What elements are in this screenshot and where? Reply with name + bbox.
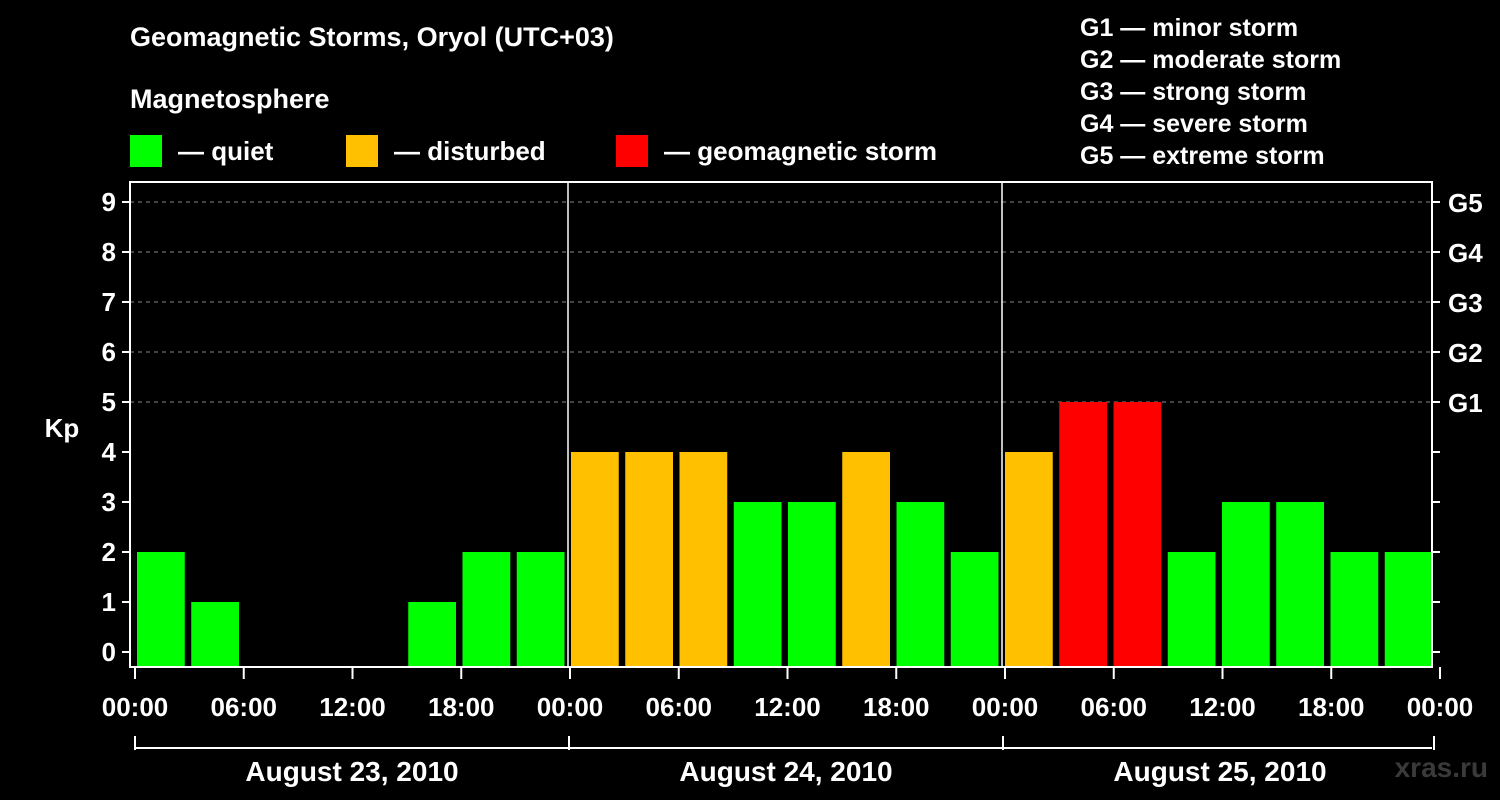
kp-bar-23	[1384, 552, 1433, 667]
storm-level-g4: G4 — severe storm	[1080, 110, 1308, 138]
x-tick-label-9: 06:00	[1081, 692, 1148, 722]
chart-title: Geomagnetic Storms, Oryol (UTC+03)	[130, 22, 614, 52]
storm-level-g1: G1 — minor storm	[1080, 14, 1299, 42]
storm-level-g2: G2 — moderate storm	[1080, 46, 1342, 74]
legend-swatch-storm	[616, 135, 648, 167]
kp-bar-6	[462, 552, 511, 667]
right-label-g3: G3	[1448, 288, 1483, 318]
x-tick-label-1: 06:00	[211, 692, 278, 722]
day-label-2: August 25, 2010	[1113, 756, 1326, 787]
x-tick-label-12: 00:00	[1407, 692, 1474, 722]
kp-bar-9	[625, 452, 673, 667]
y-tick-label-8: 8	[102, 237, 116, 267]
x-tick-label-7: 18:00	[863, 692, 930, 722]
x-tick-label-8: 00:00	[972, 692, 1039, 722]
right-label-g4: G4	[1448, 238, 1483, 268]
kp-bar-7	[516, 552, 565, 667]
legend-swatch-disturbed	[346, 135, 378, 167]
kp-bar-21	[1276, 502, 1324, 667]
kp-bar-0	[137, 552, 185, 667]
legend-label-disturbed: — disturbed	[394, 135, 546, 166]
legend-label-storm: — geomagnetic storm	[664, 135, 938, 166]
legend-label-quiet: — quiet	[178, 135, 274, 166]
plot-frame	[129, 181, 1433, 668]
kp-bar-1	[191, 602, 239, 667]
kp-bar-5	[408, 602, 456, 667]
x-tick-label-4: 00:00	[537, 692, 604, 722]
y-tick-label-0: 0	[102, 637, 116, 667]
kp-bar-10	[679, 452, 728, 667]
legend-disturbed: — disturbed	[346, 134, 546, 168]
x-tick-label-11: 18:00	[1298, 692, 1365, 722]
x-tick-label-6: 12:00	[754, 692, 821, 722]
right-label-g2: G2	[1448, 338, 1483, 368]
kp-bar-13	[842, 452, 890, 667]
right-label-g5: G5	[1448, 188, 1483, 218]
y-tick-label-4: 4	[102, 437, 117, 467]
storm-level-list: G1 — minor storm G2 — moderate storm G3 …	[1080, 12, 1341, 172]
watermark: xras.ru	[1394, 752, 1488, 783]
kp-bar-18	[1113, 402, 1162, 667]
kp-bar-17	[1059, 402, 1107, 667]
y-tick-label-1: 1	[102, 587, 116, 617]
kp-bar-14	[896, 502, 945, 667]
y-tick-label-3: 3	[102, 487, 116, 517]
right-label-g1: G1	[1448, 388, 1483, 418]
y-tick-label-9: 9	[102, 187, 116, 217]
kp-bar-8	[571, 452, 619, 667]
y-tick-label-6: 6	[102, 337, 116, 367]
kp-bar-15	[950, 552, 999, 667]
kp-bar-20	[1222, 502, 1270, 667]
legend-swatch-quiet	[130, 135, 162, 167]
x-tick-label-10: 12:00	[1189, 692, 1256, 722]
y-axis-label: Kp	[45, 413, 80, 443]
x-tick-label-5: 06:00	[646, 692, 713, 722]
x-tick-label-3: 18:00	[428, 692, 495, 722]
kp-bar-22	[1330, 552, 1379, 667]
y-tick-label-2: 2	[102, 537, 116, 567]
legend-storm: — geomagnetic storm	[616, 134, 937, 168]
kp-bar-12	[788, 502, 836, 667]
y-tick-label-7: 7	[102, 287, 116, 317]
kp-bar-19	[1167, 552, 1216, 667]
x-tick-label-2: 12:00	[319, 692, 386, 722]
kp-bar-16	[1005, 452, 1053, 667]
x-tick-label-0: 00:00	[102, 692, 169, 722]
day-label-1: August 24, 2010	[679, 756, 892, 787]
kp-bar-11	[733, 502, 782, 667]
storm-level-g3: G3 — strong storm	[1080, 78, 1307, 106]
legend-heading: Magnetosphere	[130, 84, 330, 114]
y-tick-label-5: 5	[102, 387, 116, 417]
legend-quiet: — quiet	[130, 134, 273, 168]
day-label-0: August 23, 2010	[245, 756, 458, 787]
storm-level-g5: G5 — extreme storm	[1080, 142, 1325, 170]
